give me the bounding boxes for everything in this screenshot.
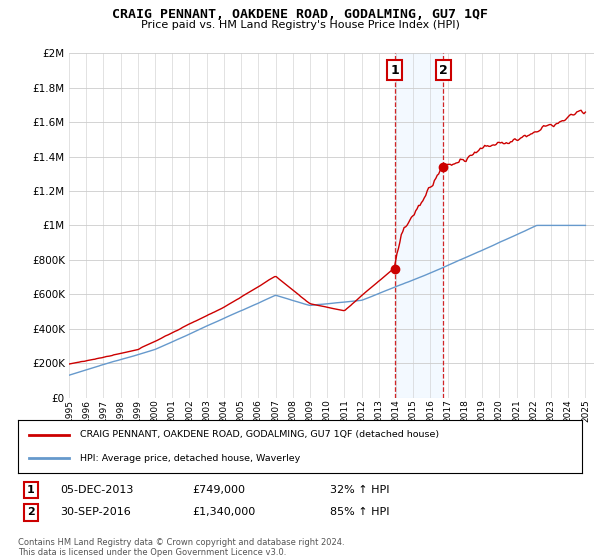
Text: 30-SEP-2016: 30-SEP-2016: [60, 507, 131, 517]
Text: 85% ↑ HPI: 85% ↑ HPI: [330, 507, 389, 517]
Bar: [395, 53, 443, 398]
Text: HPI: Average price, detached house, Waverley: HPI: Average price, detached house, Wave…: [80, 454, 300, 463]
Text: 1: 1: [27, 485, 35, 495]
Text: 05-DEC-2013: 05-DEC-2013: [60, 485, 133, 495]
Text: CRAIG PENNANT, OAKDENE ROAD, GODALMING, GU7 1QF (detached house): CRAIG PENNANT, OAKDENE ROAD, GODALMING, …: [80, 431, 439, 440]
Text: £749,000: £749,000: [192, 485, 245, 495]
Text: £1,340,000: £1,340,000: [192, 507, 255, 517]
Text: 1: 1: [390, 63, 399, 77]
Text: Price paid vs. HM Land Registry's House Price Index (HPI): Price paid vs. HM Land Registry's House …: [140, 20, 460, 30]
Text: Contains HM Land Registry data © Crown copyright and database right 2024.
This d: Contains HM Land Registry data © Crown c…: [18, 538, 344, 557]
Text: 2: 2: [439, 63, 448, 77]
Text: CRAIG PENNANT, OAKDENE ROAD, GODALMING, GU7 1QF: CRAIG PENNANT, OAKDENE ROAD, GODALMING, …: [112, 8, 488, 21]
Text: 32% ↑ HPI: 32% ↑ HPI: [330, 485, 389, 495]
Text: 2: 2: [27, 507, 35, 517]
